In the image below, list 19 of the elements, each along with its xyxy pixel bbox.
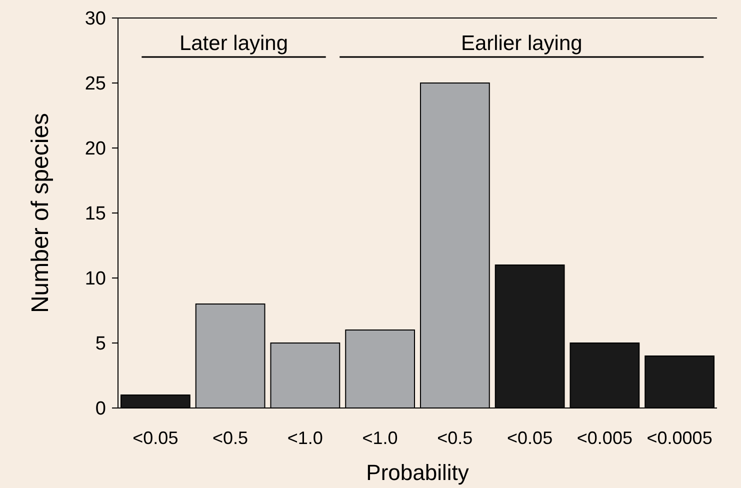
annotation: Later laying [179,32,288,55]
y-tick-label: 0 [95,398,106,420]
x-tick-label: <1.0 [362,428,398,448]
x-tick-label: <0.005 [576,428,632,448]
x-tick-label: <0.5 [437,428,473,448]
y-tick-label: 30 [84,8,106,30]
x-tick-label: <0.0005 [646,428,712,448]
y-tick-label: 15 [84,204,106,225]
y-axis-title: Number of species [27,112,54,314]
annotation: Earlier laying [460,32,582,55]
x-tick-label: <0.05 [507,428,553,448]
y-tick-label: 25 [84,74,106,95]
x-axis-title: Probability [366,460,469,485]
x-tick-label: <1.0 [287,428,323,448]
y-tick-label: 5 [95,334,106,355]
y-tick-label: 10 [84,268,106,290]
x-tick-label: <0.05 [132,428,178,448]
y-tick-label: 20 [84,138,106,160]
x-tick-label: <0.5 [212,428,248,448]
